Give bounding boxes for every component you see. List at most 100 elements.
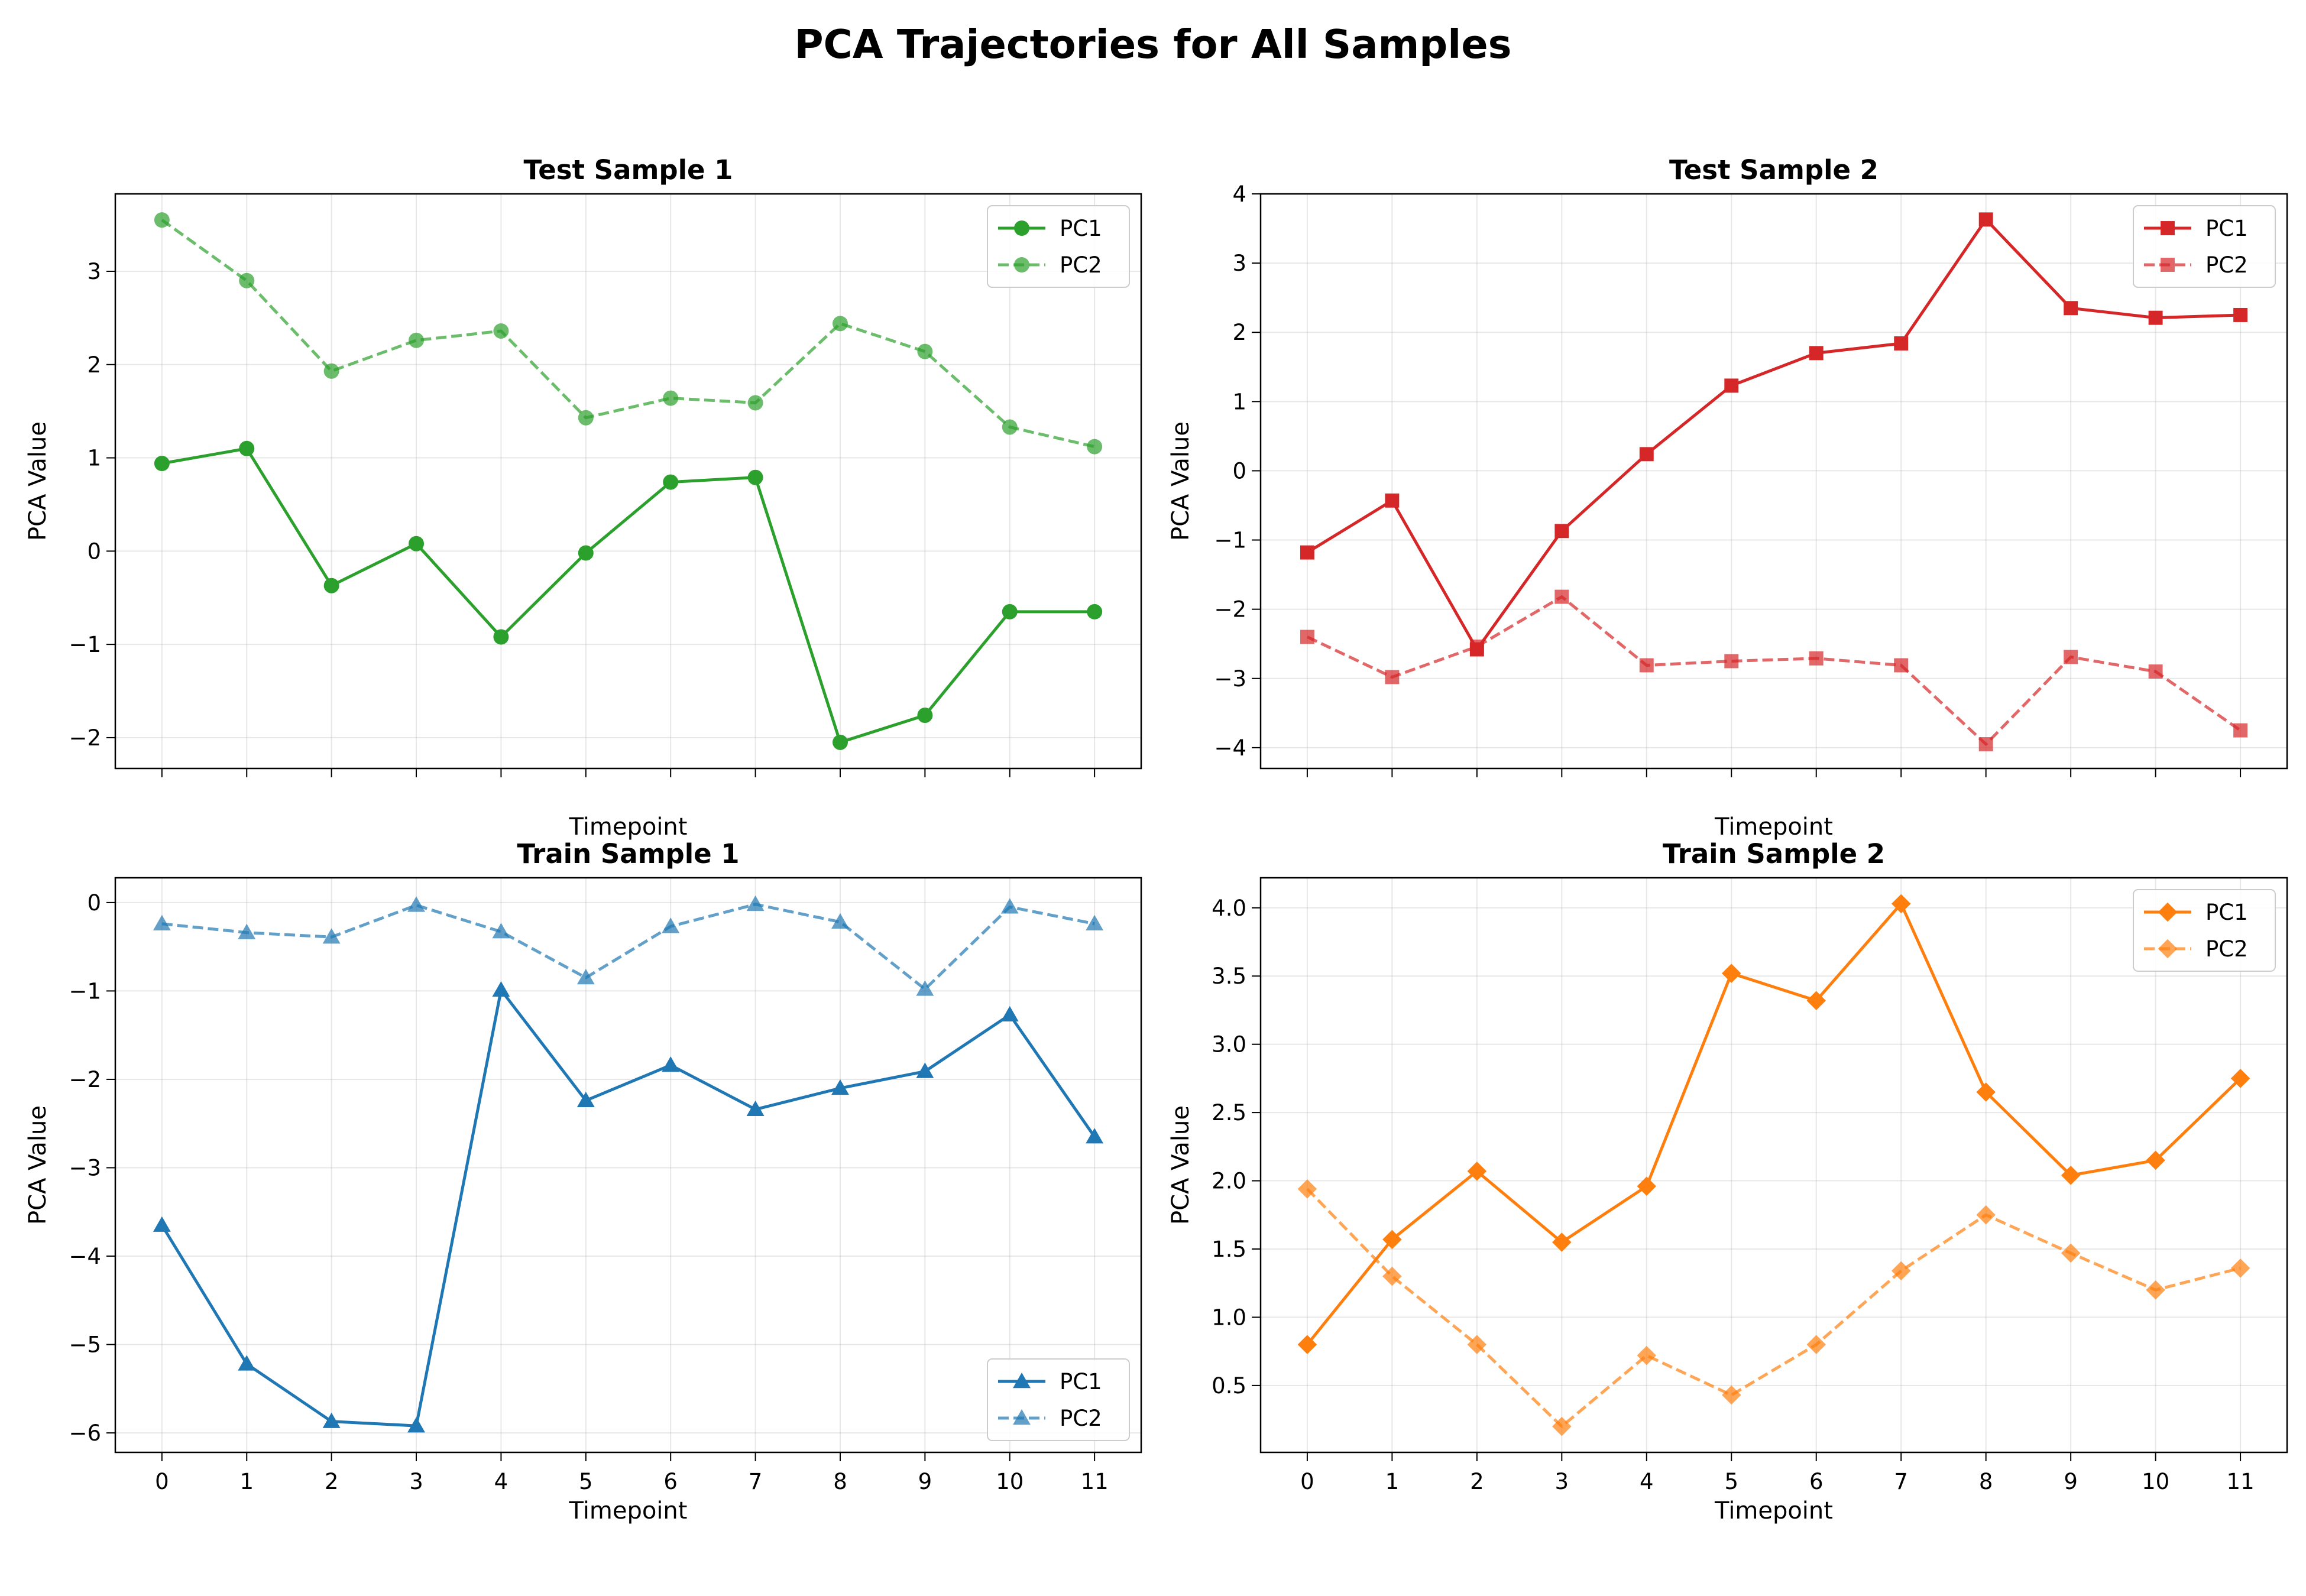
data-point-pc1 <box>1978 212 1993 227</box>
data-point-pc1 <box>2061 1166 2081 1185</box>
x-tick-label: 6 <box>1809 1469 1824 1494</box>
data-point-pc1 <box>1637 1176 1657 1196</box>
legend-marker <box>2161 221 2175 235</box>
y-tick-label: 3.0 <box>1212 1032 1246 1057</box>
y-tick-label: 1 <box>87 446 101 471</box>
data-point-pc1 <box>1639 447 1654 462</box>
subplot-4: 0 1 2 3 4 5 6 7 8 9 10 11 0.5 1.0 1.5 2.0 2.5 3.0 3.5 4.0 Tr… <box>1167 838 2288 1524</box>
data-point-pc1 <box>1385 493 1400 508</box>
data-point-pc1 <box>576 1091 595 1108</box>
data-point-pc2 <box>409 332 425 348</box>
data-point-pc2 <box>1086 914 1104 930</box>
legend-box <box>2133 205 2276 288</box>
y-axis-label: PCA Value <box>1167 421 1194 541</box>
y-tick-label: −1 <box>69 978 101 1004</box>
data-point-pc1 <box>1894 336 1909 351</box>
legend-marker <box>2161 258 2175 272</box>
data-point-pc2 <box>747 395 763 411</box>
data-point-pc2 <box>322 928 341 944</box>
series-pc1-line <box>1306 218 2241 651</box>
data-point-pc1 <box>322 1412 341 1428</box>
data-point-pc2 <box>1002 419 1018 435</box>
data-point-pc2 <box>662 917 680 933</box>
data-point-pc1 <box>2230 1069 2250 1088</box>
y-tick-label: 4 <box>1232 181 1246 207</box>
data-point-pc2 <box>2233 723 2248 738</box>
data-point-pc2 <box>1469 639 1484 654</box>
subplot-title: Test Sample 2 <box>1669 154 1879 186</box>
data-point-pc1 <box>492 981 510 997</box>
x-tick-label: 1 <box>1385 1469 1400 1494</box>
x-tick-label: 5 <box>1724 1469 1738 1494</box>
data-point-pc2 <box>154 212 170 228</box>
data-point-pc2 <box>323 363 339 379</box>
data-point-pc2 <box>1554 589 1569 604</box>
data-point-pc1 <box>1382 1230 1402 1250</box>
data-point-pc2 <box>1385 670 1400 685</box>
y-tick-label: 0 <box>87 890 101 916</box>
legend-label: PC2 <box>1060 1406 1102 1431</box>
x-tick-label: 0 <box>155 1469 169 1494</box>
plot-frame <box>1259 877 2288 1454</box>
data-point-pc1 <box>493 629 509 645</box>
data-point-pc1 <box>917 708 933 724</box>
x-axis-label: Timepoint <box>569 1497 688 1524</box>
x-tick-label: 5 <box>579 1469 593 1494</box>
data-point-pc2 <box>1894 658 1909 673</box>
legend-box <box>987 205 1130 288</box>
x-tick-label: 0 <box>1300 1469 1314 1494</box>
x-tick-label: 10 <box>996 1469 1024 1494</box>
y-tick-label: 1 <box>1232 389 1246 414</box>
data-point-pc1 <box>578 545 594 561</box>
y-tick-label: 1.0 <box>1212 1305 1246 1330</box>
x-tick-label: 4 <box>494 1469 509 1494</box>
subplot-3: 0 1 2 3 4 5 6 7 8 9 10 11 −6 −5 −4 −3 −2 −1 0 Train Sample … <box>24 838 1142 1524</box>
legend-marker <box>1014 257 1029 273</box>
series-pc1-line <box>160 988 1096 1428</box>
data-point-pc2 <box>1000 898 1019 914</box>
subplot-title: Test Sample 1 <box>523 154 733 186</box>
legend-marker <box>2158 902 2178 922</box>
y-tick-label: 2 <box>1232 320 1246 345</box>
subplot-1: −2 −1 0 1 2 3 Test Sample 1 Timepoint PCA Value P… <box>24 154 1142 841</box>
legend-marker <box>2158 939 2178 959</box>
x-tick-label: 3 <box>409 1469 423 1494</box>
data-point-pc2 <box>1722 1385 1741 1405</box>
x-tick-label: 8 <box>1979 1469 1993 1494</box>
data-point-pc2 <box>1809 651 1824 666</box>
y-tick-label: −3 <box>69 1155 101 1180</box>
data-point-pc1 <box>2233 307 2248 322</box>
data-point-pc1 <box>832 734 848 750</box>
figure-title: PCA Trajectories for All Samples <box>794 21 1512 67</box>
data-point-pc2 <box>2061 1243 2081 1263</box>
data-point-pc1 <box>1554 524 1569 539</box>
data-point-pc1 <box>1724 378 1739 393</box>
data-point-pc2 <box>1382 1266 1402 1286</box>
legend-marker <box>1014 220 1029 236</box>
data-point-pc2 <box>1978 737 1993 751</box>
y-tick-label: 0 <box>87 539 101 564</box>
x-tick-label: 11 <box>1081 1469 1109 1494</box>
data-point-pc1 <box>1002 604 1018 619</box>
data-point-pc2 <box>493 323 509 339</box>
x-tick-label: 4 <box>1640 1469 1654 1494</box>
y-tick-label: 2.0 <box>1212 1169 1246 1194</box>
x-tick-label: 2 <box>325 1469 339 1494</box>
data-point-pc1 <box>153 1216 171 1232</box>
legend-marker <box>1013 1409 1031 1425</box>
y-tick-label: 3.5 <box>1212 964 1246 989</box>
data-point-pc2 <box>832 316 848 332</box>
y-tick-label: −1 <box>1214 528 1246 553</box>
data-point-pc2 <box>578 410 594 426</box>
y-tick-label: −1 <box>69 632 101 657</box>
legend-label: PC2 <box>1060 252 1102 278</box>
y-tick-label: −6 <box>69 1420 101 1446</box>
y-tick-label: 4.0 <box>1212 896 1246 921</box>
data-point-pc1 <box>238 1355 256 1371</box>
y-tick-label: 3 <box>1232 251 1246 276</box>
series-pc2-line <box>1306 595 2242 746</box>
